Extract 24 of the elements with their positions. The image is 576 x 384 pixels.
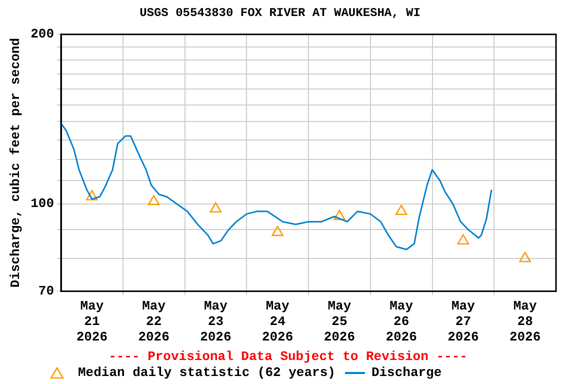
point (395, 204, 408, 216)
y-tick-label: 70 (38, 283, 54, 298)
chart-title: USGS 05543830 FOX RIVER AT WAUKESHA, WI (140, 6, 420, 20)
point (519, 252, 531, 262)
x-tick-label: May 24 2026 (262, 298, 294, 344)
x-tick-label: May 27 2026 (448, 298, 479, 344)
x-tick-label: May 25 2026 (324, 298, 356, 344)
point (148, 194, 160, 206)
point (210, 202, 222, 213)
x-tick-label: May 22 2026 (138, 298, 170, 344)
x-tick-label: May 23 2026 (200, 298, 232, 344)
point (334, 210, 346, 220)
y-tick-label: 200 (30, 26, 54, 42)
y-axis-title: Discharge, cubic feet per second (8, 38, 24, 288)
point (457, 234, 470, 244)
point (272, 226, 284, 236)
point (86, 190, 98, 200)
legend-label: Median daily statistic (62 years) (78, 365, 336, 380)
x-tick-label: May 28 2026 (509, 298, 541, 344)
text: ---- Provisional Data Subject to Revision ---- (108, 349, 468, 364)
y-tick-label: 100 (30, 196, 54, 212)
x-tick-label: May 26 2026 (386, 298, 418, 344)
legend-label: Discharge (371, 365, 442, 380)
x-tick-label: May 21 2026 (76, 298, 108, 344)
